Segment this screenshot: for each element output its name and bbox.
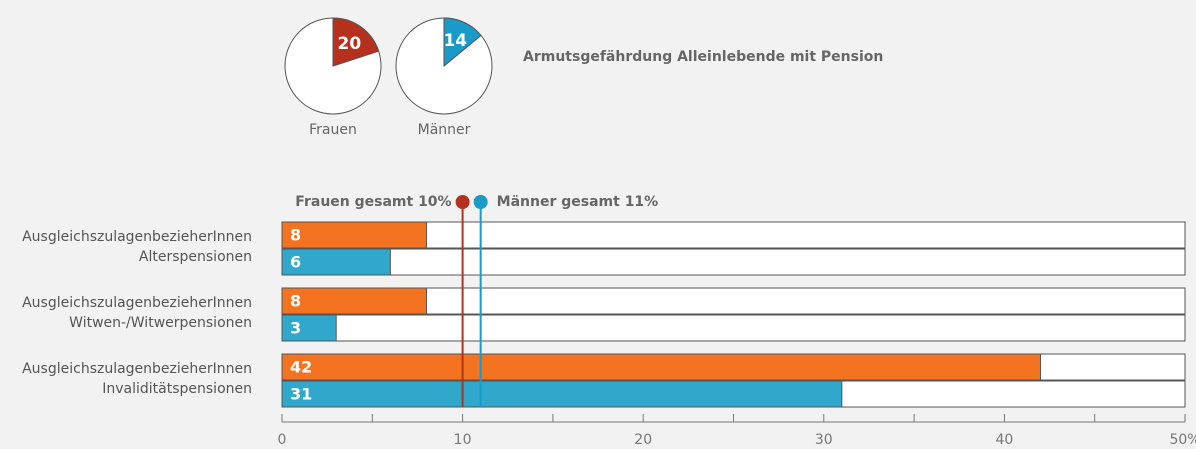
bar [281,287,427,315]
x-tick-label: 50% [1169,432,1196,448]
reference-dot [455,195,470,209]
bar-background [281,248,1186,276]
category-label: AusgleichszulagenbezieherInnen Invalidit… [22,361,252,397]
category-label: AusgleichszulagenbezieherInnen Alterspen… [22,229,252,265]
x-tick-label: 30 [815,432,833,448]
bar-background [281,221,1186,249]
x-tick-label: 0 [278,432,287,448]
bar-value-label: 8 [290,226,301,245]
bar-value-label: 8 [290,292,301,311]
x-tick-label: 10 [454,432,472,448]
bar-value-label: 3 [290,319,301,338]
bar-value-label: 31 [290,385,312,404]
bar [281,380,843,408]
pie-slice [332,17,380,67]
x-tick-label: 40 [995,432,1013,448]
bar [281,353,1042,381]
bar [281,221,427,249]
pie-slice [443,17,482,68]
bar-background [281,314,1186,342]
reference-label: Frauen gesamt 10% [295,194,451,210]
bar [281,314,337,342]
reference-dot [473,195,488,209]
pie-title: Armutsgefährdung Alleinlebende mit Pensi… [523,49,883,65]
pie-value-label: 20 [338,34,362,54]
category-label: AusgleichszulagenbezieherInnen Witwen-/W… [22,295,252,331]
pie-category-label: Frauen [309,122,357,138]
pie-category-label: Männer [418,122,471,138]
bar-value-label: 42 [290,358,312,377]
bar-value-label: 6 [290,253,301,272]
bar-background [281,287,1186,315]
pie-value-label: 14 [443,31,467,51]
x-tick-label: 20 [634,432,652,448]
bar [281,248,391,276]
reference-label: Männer gesamt 11% [497,194,659,210]
